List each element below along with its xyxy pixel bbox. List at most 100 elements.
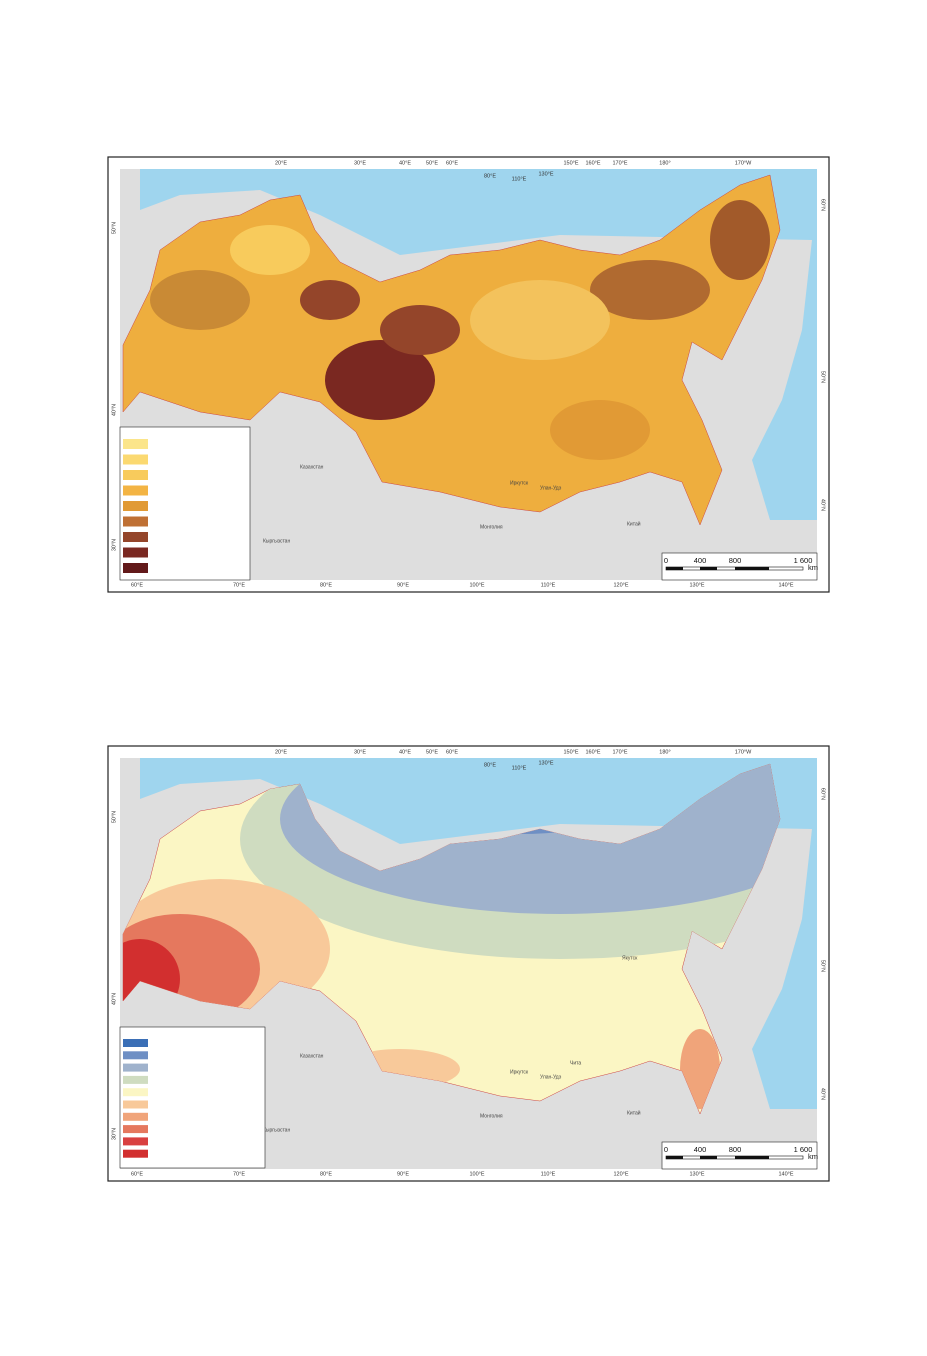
legend-swatch [123,1149,148,1158]
soil-zone [325,340,435,420]
graticule-label: 90°E [397,1171,409,1177]
graticule-label: 40°E [399,749,411,755]
soil-zone [590,260,710,320]
graticule-label: 160°E [585,749,600,755]
graticule-label: 80°E [484,173,496,179]
graticule-label: 170°W [735,160,752,166]
place-label: Монголия [480,524,503,530]
graticule-label: 100°E [469,582,484,588]
scale-segment [666,1156,683,1159]
scale-segment [735,567,769,570]
scale-label: 1 600 [794,1145,813,1154]
scale-box [661,552,818,581]
graticule-label: 170°W [735,749,752,755]
legend-swatch [123,1051,148,1060]
graticule-label: 180° [659,160,670,166]
graticule-label: 50°N [111,222,117,234]
map-panel: 20°E 30°E 40°E 50°E 60°E 80°E 110°E 130°E 150°E 1… [107,745,830,1182]
legend-box [119,1026,266,1169]
place-label: Кыргызстан [263,1127,290,1133]
scale-label: 800 [729,556,742,565]
scale-segment [735,1156,769,1159]
graticule-label: 110°E [512,765,527,771]
legend-swatch [123,1112,148,1121]
graticule-label: 110°E [541,582,556,588]
scale-label: 800 [729,1145,742,1154]
soil-zone [230,225,310,275]
scale-label: 400 [694,556,707,565]
place-label: Улан-Удэ [540,1074,562,1080]
legend-swatch [123,532,148,542]
scale-segment [700,1156,717,1159]
legend-swatch [123,470,148,480]
scale-label: 0 [664,556,668,565]
graticule-label: 100°E [469,1171,484,1177]
place-label: Чита [570,1060,581,1066]
graticule-label: 70°E [233,582,245,588]
graticule-label: 30°E [354,749,366,755]
graticule-label: 60°N [820,199,826,211]
legend-swatch [123,1039,148,1047]
legend-swatch [123,485,148,496]
graticule-label: 40°N [820,499,826,511]
scale-label: 1 600 [794,556,813,565]
legend-swatch [123,1125,148,1134]
graticule-label: 170°E [612,749,627,755]
place-label: Якутск [622,955,638,961]
scale-bar [665,1155,804,1160]
scale-bar [665,566,804,571]
place-label: Казахстан [300,464,324,470]
scale-label: 400 [694,1145,707,1154]
scale-label: 0 [664,1145,668,1154]
graticule-label: 130°E [538,760,553,766]
graticule-label: 50°N [820,371,826,383]
soil-zone [470,280,610,360]
graticule-label: 150°E [563,160,578,166]
graticule-label: 60°E [446,749,458,755]
graticule-label: 40°N [111,404,117,416]
scale-unit: km [808,1152,818,1161]
soil-zone [550,400,650,460]
graticule-label: 130°E [689,582,704,588]
place-label: Иркутск [510,480,529,486]
graticule-label: 180° [659,749,670,755]
graticule-label: 170°E [612,160,627,166]
graticule-label: 110°E [541,1171,556,1177]
legend-swatch [123,454,148,465]
place-label: Монголия [480,1113,503,1119]
place-label: Казахстан [300,1053,324,1059]
graticule-label: 110°E [512,176,527,182]
map-panel: 20°E 30°E 40°E 50°E 60°E 80°E 110°E 130°E 150°E 1… [107,156,830,593]
legend-swatch [123,547,148,558]
graticule-label: 130°E [689,1171,704,1177]
graticule-label: 40°E [399,160,411,166]
graticule-label: 140°E [778,1171,793,1177]
graticule-label: 50°N [111,811,117,823]
legend-swatch [123,516,148,527]
soil-zone [710,200,770,280]
scale-segment [666,567,683,570]
graticule-label: 50°E [426,749,438,755]
place-label: Кыргызстан [263,538,290,544]
legend-swatch [123,1075,148,1084]
graticule-label: 40°N [820,1088,826,1100]
climate-zone [680,1029,720,1109]
scale-unit: km [808,563,818,572]
graticule-label: 130°E [538,171,553,177]
graticule-label: 60°E [131,582,143,588]
graticule-label: 60°E [131,1171,143,1177]
legend-swatch [123,563,148,573]
graticule-label: 150°E [563,749,578,755]
soil-zone [380,305,460,355]
graticule-label: 120°E [613,1171,628,1177]
graticule-label: 30°N [111,539,117,551]
place-label: Иркутск [510,1069,529,1075]
graticule-label: 50°E [426,160,438,166]
graticule-label: 30°E [354,160,366,166]
place-label: Китай [627,520,641,527]
scale-box [661,1141,818,1170]
legend-swatch [123,439,148,449]
graticule-label: 60°N [820,788,826,800]
